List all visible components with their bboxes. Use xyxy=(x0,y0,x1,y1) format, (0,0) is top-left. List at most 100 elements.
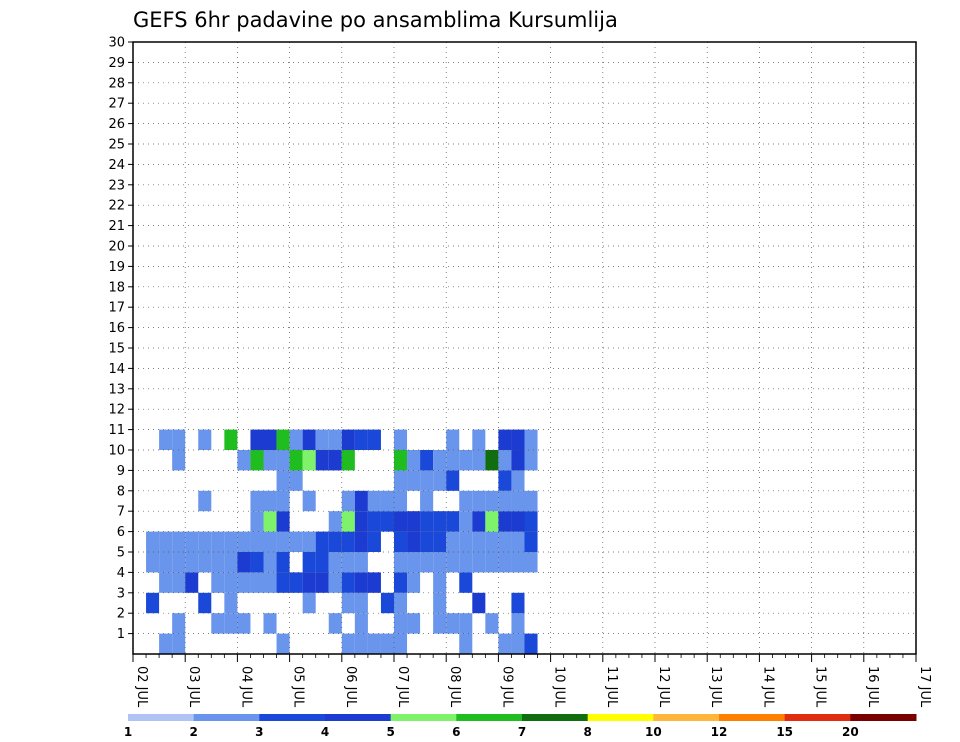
heatmap-cell xyxy=(341,511,355,532)
heatmap-cell xyxy=(433,552,447,573)
heatmap-cell xyxy=(433,450,447,471)
heatmap-cell xyxy=(511,592,525,614)
heatmap-cell xyxy=(172,552,186,573)
heatmap-cell xyxy=(328,613,342,634)
heatmap-cell xyxy=(472,490,486,512)
heatmap-cell xyxy=(446,511,460,532)
y-tick-label: 10 xyxy=(108,444,125,459)
heatmap-cell xyxy=(524,511,538,532)
heatmap-cell xyxy=(289,470,303,491)
colorbar-segment xyxy=(193,714,260,721)
heatmap-cell xyxy=(394,490,408,512)
heatmap-cell xyxy=(328,552,342,573)
heatmap-cell xyxy=(472,592,486,614)
heatmap-cell xyxy=(446,613,460,634)
x-tick-label: 07 JUL xyxy=(395,666,410,708)
x-tick-label: 13 JUL xyxy=(708,666,723,708)
heatmap-cell xyxy=(511,633,525,654)
x-tick-label: 09 JUL xyxy=(499,666,514,708)
heatmap-cell xyxy=(315,450,329,471)
heatmap-cell xyxy=(485,613,499,634)
heatmap-cell xyxy=(498,633,512,654)
heatmap-cell xyxy=(524,450,538,471)
y-tick-label: 1 xyxy=(117,627,125,642)
heatmap-cell xyxy=(433,572,447,593)
heatmap-cell xyxy=(276,552,290,573)
heatmap-cell xyxy=(185,572,199,593)
heatmap-cell xyxy=(433,592,447,614)
heatmap-cell xyxy=(367,531,381,552)
heatmap-cell xyxy=(420,531,434,552)
heatmap-cell xyxy=(263,613,277,634)
heatmap-cell xyxy=(250,572,264,593)
heatmap-cell xyxy=(394,592,408,614)
heatmap-cell xyxy=(524,552,538,573)
heatmap-cell xyxy=(498,511,512,532)
heatmap-cell xyxy=(485,450,499,471)
y-tick-label: 25 xyxy=(108,138,125,153)
y-tick-label: 22 xyxy=(108,199,125,214)
y-tick-label: 9 xyxy=(117,464,125,479)
colorbar-label: 15 xyxy=(776,725,793,739)
heatmap-cell xyxy=(263,490,277,512)
heatmap-cell xyxy=(394,511,408,532)
heatmap-cell xyxy=(498,429,512,450)
heatmap-cell xyxy=(250,552,264,573)
colorbar-label: 10 xyxy=(645,725,662,739)
colorbar-segment xyxy=(850,714,917,721)
heatmap-cell xyxy=(394,531,408,552)
heatmap-cell xyxy=(341,429,355,450)
colorbar: 1 2 3 4 5 6 7 8 10 12 15 20 xyxy=(124,714,917,739)
heatmap-cell xyxy=(511,552,525,573)
heatmap-cell xyxy=(354,511,368,532)
heatmap-cell xyxy=(172,531,186,552)
x-tick-label: 17 JUL xyxy=(917,666,932,708)
heatmap-cell xyxy=(302,572,316,593)
heatmap-cell xyxy=(250,450,264,471)
heatmap-cell xyxy=(263,572,277,593)
colorbar-label: 7 xyxy=(518,725,526,739)
heatmap-cell xyxy=(446,450,460,471)
x-tick-label: 02 JUL xyxy=(134,666,149,708)
heatmap-cell xyxy=(407,531,421,552)
heatmap-cell xyxy=(354,552,368,573)
heatmap-cell xyxy=(198,429,212,450)
y-tick-label: 19 xyxy=(108,260,125,275)
grid-lines xyxy=(133,42,916,654)
y-tick-label: 15 xyxy=(108,342,125,357)
colorbar-label: 8 xyxy=(583,725,591,739)
colorbar-segment xyxy=(587,714,654,721)
heatmap-cell xyxy=(407,450,421,471)
colorbar-label: 5 xyxy=(386,725,394,739)
y-tick-label: 6 xyxy=(117,525,125,540)
heatmap-cell xyxy=(302,592,316,614)
heatmap-cell xyxy=(224,429,238,450)
heatmap-cell xyxy=(472,531,486,552)
heatmap-cell xyxy=(289,429,303,450)
heatmap-cell xyxy=(146,592,160,614)
heatmap-cell xyxy=(433,531,447,552)
heatmap-cell xyxy=(250,490,264,512)
x-tick-label: 05 JUL xyxy=(291,666,306,708)
heatmap-cell xyxy=(472,450,486,471)
heatmap-cell xyxy=(302,450,316,471)
heatmap-cell xyxy=(185,531,199,552)
heatmap-cell xyxy=(198,490,212,512)
heatmap-cell xyxy=(263,552,277,573)
heatmap-cell xyxy=(315,572,329,593)
heatmap-cell xyxy=(459,450,473,471)
heatmap-cell xyxy=(302,531,316,552)
heatmap-cell xyxy=(159,633,173,654)
y-tick-label: 13 xyxy=(108,382,125,397)
colorbar-label: 12 xyxy=(711,725,728,739)
heatmap-cell xyxy=(511,470,525,491)
heatmap-cell xyxy=(511,531,525,552)
heatmap-cell xyxy=(341,490,355,512)
heatmap-cell xyxy=(341,552,355,573)
heatmap-cell xyxy=(341,572,355,593)
y-tick-label: 2 xyxy=(117,607,125,622)
heatmap-cell xyxy=(485,531,499,552)
heatmap-cell xyxy=(367,490,381,512)
heatmap-cell xyxy=(367,572,381,593)
heatmap-cell xyxy=(276,429,290,450)
